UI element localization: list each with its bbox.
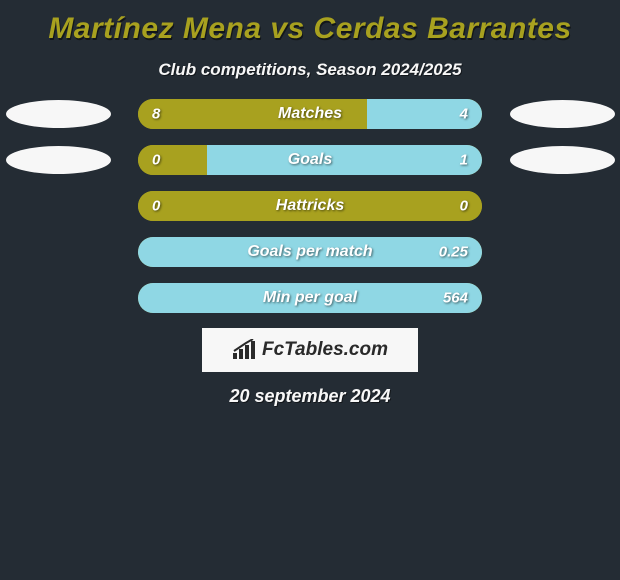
date-label: 20 september 2024 <box>0 372 620 407</box>
stat-value-right: 1 <box>460 152 468 169</box>
stat-bar-right-fill <box>207 145 482 175</box>
page-title: Martínez Mena vs Cerdas Barrantes <box>0 8 620 48</box>
stat-bar-left-fill <box>138 145 207 175</box>
brand-text: FcTables.com <box>262 339 388 361</box>
stat-value-left: 8 <box>152 106 160 123</box>
bar-chart-icon <box>232 339 256 361</box>
stat-bar: 8 Matches 4 <box>138 99 482 129</box>
stat-label: Min per goal <box>263 289 357 307</box>
stat-bar: 0 Goals 1 <box>138 145 482 175</box>
page-subtitle: Club competitions, Season 2024/2025 <box>0 48 620 98</box>
stat-label: Goals per match <box>247 243 372 261</box>
player-oval-left <box>6 100 111 128</box>
brand-logo: FcTables.com <box>202 328 418 372</box>
stat-value-left: 0 <box>152 198 160 215</box>
player-oval-right <box>510 100 615 128</box>
stat-label: Goals <box>288 151 332 169</box>
stat-value-right: 564 <box>443 290 468 307</box>
stat-row: 8 Matches 4 <box>0 98 620 130</box>
stat-row: 0 Hattricks 0 <box>0 190 620 222</box>
stat-value-right: 0 <box>460 198 468 215</box>
stat-label: Hattricks <box>276 197 344 215</box>
stat-bar: 0 Hattricks 0 <box>138 191 482 221</box>
stat-row: 0 Goals 1 <box>0 144 620 176</box>
stat-value-right: 4 <box>460 106 468 123</box>
stat-value-left: 0 <box>152 152 160 169</box>
stat-bar: Min per goal 564 <box>138 283 482 313</box>
stat-value-right: 0.25 <box>439 244 468 261</box>
stat-rows: 8 Matches 4 0 Goals 1 0 Hattricks 0 Goals per mat… <box>0 98 620 314</box>
stat-row: Min per goal 564 <box>0 282 620 314</box>
player-oval-right <box>510 146 615 174</box>
chart-container: Martínez Mena vs Cerdas Barrantes Club c… <box>0 0 620 580</box>
stat-label: Matches <box>278 105 342 123</box>
stat-row: Goals per match 0.25 <box>0 236 620 268</box>
stat-bar: Goals per match 0.25 <box>138 237 482 267</box>
player-oval-left <box>6 146 111 174</box>
